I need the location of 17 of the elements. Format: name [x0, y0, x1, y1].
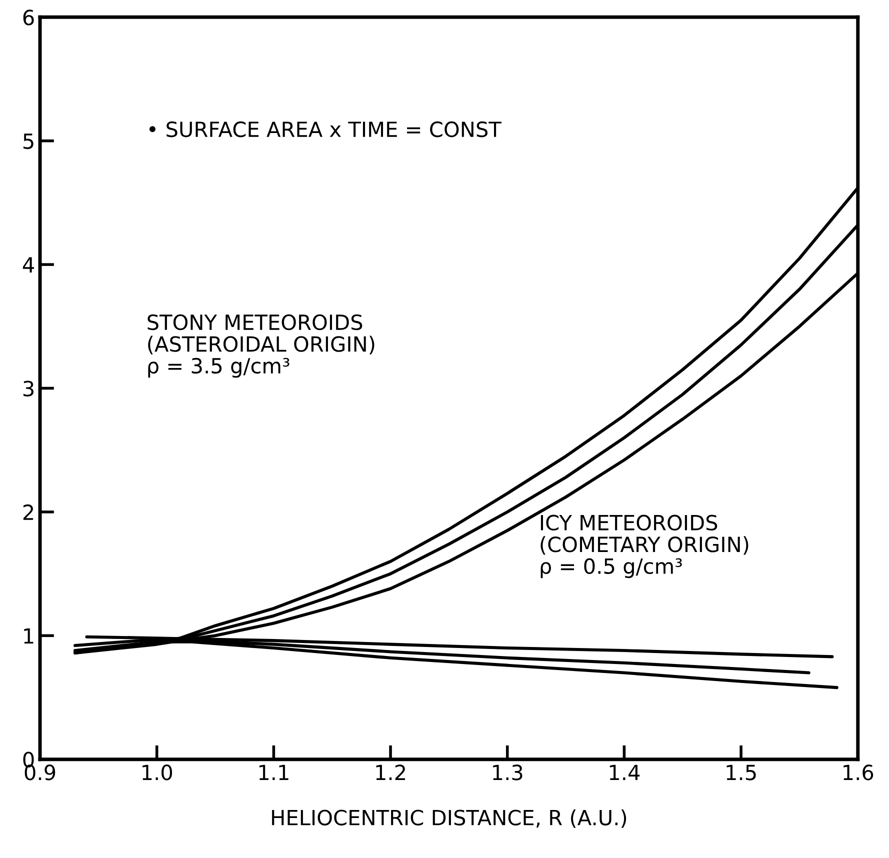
x-tick-label: 1.3: [493, 764, 522, 780]
x-tick-label: 1.5: [726, 764, 756, 780]
x-tick-label: 1.2: [376, 764, 406, 780]
annotation: ICY METEOROIDS (COMETARY ORIGIN) ρ = 0.5 g/cm³: [540, 514, 748, 578]
x-tick-label: 1.4: [610, 764, 640, 780]
annotation: STONY METEOROIDS (ASTEROIDAL ORIGIN) ρ = 3.5 g/cm³: [148, 314, 374, 378]
y-tick-label: 1: [24, 628, 34, 644]
y-tick-label: 3: [23, 380, 34, 396]
x-tick-label: 1.1: [259, 764, 288, 780]
x-axis-title: HELIOCENTRIC DISTANCE, R (A.U.): [272, 809, 626, 828]
x-tick-label: 1.0: [142, 764, 172, 780]
y-tick-label: 2: [23, 504, 34, 520]
y-tick-label: 5: [23, 134, 34, 150]
y-tick-label: 4: [22, 257, 34, 272]
annotation: • SURFACE AREA x TIME = CONST: [149, 121, 502, 138]
x-tick-label: 1.6: [844, 764, 874, 780]
y-tick-label: 6: [23, 10, 34, 26]
